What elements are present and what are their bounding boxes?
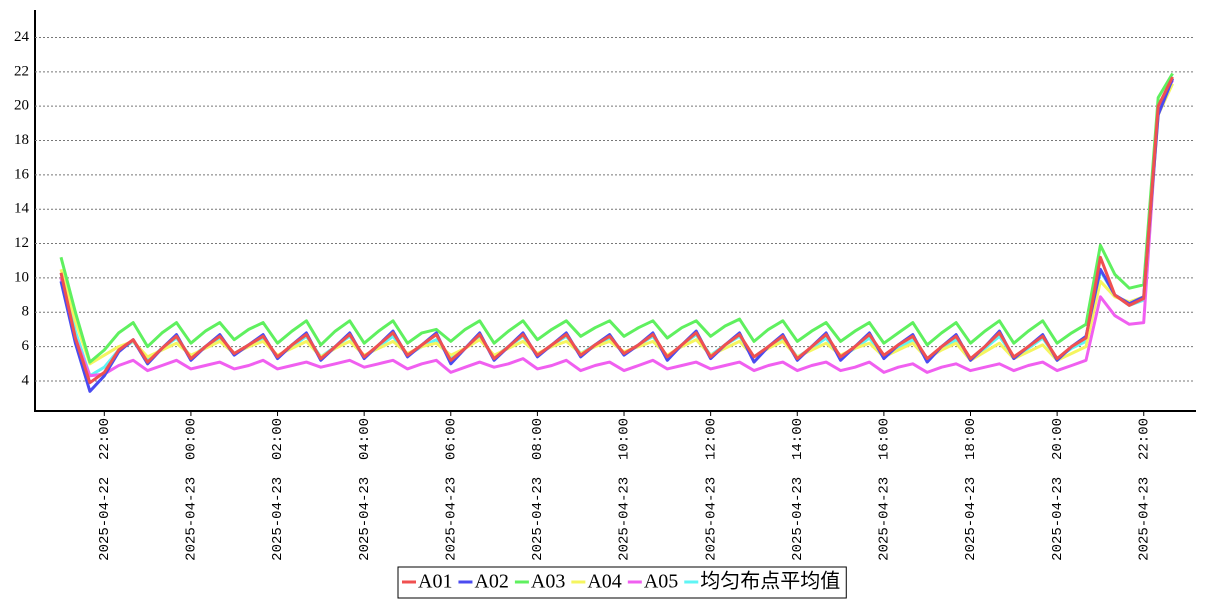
y-tick-label: 4 xyxy=(22,372,30,388)
x-tick-label: 2025-04-23 16:00 xyxy=(877,418,893,561)
x-tick-label: 2025-04-23 02:00 xyxy=(270,418,286,561)
x-tick-label: 2025-04-23 14:00 xyxy=(790,418,806,561)
x-tick-label: 2025-04-23 00:00 xyxy=(184,418,200,561)
x-tick-label: 2025-04-23 08:00 xyxy=(530,418,546,561)
y-tick-label: 18 xyxy=(14,132,29,148)
x-tick-label: 2025-04-23 12:00 xyxy=(703,418,719,561)
y-tick-label: 22 xyxy=(14,63,29,79)
x-tick-label: 2025-04-22 22:00 xyxy=(97,418,113,561)
series-line xyxy=(59,83,1174,366)
series-line xyxy=(59,79,1174,378)
y-tick-label: 12 xyxy=(14,235,29,251)
y-tick-label: 16 xyxy=(14,166,30,182)
legend-label: A03 xyxy=(531,571,565,593)
y-tick-label: 14 xyxy=(14,201,30,217)
x-tick-label: 2025-04-23 04:00 xyxy=(357,418,373,561)
legend-label: 均匀布点平均值 xyxy=(700,570,840,593)
y-tick-label: 6 xyxy=(22,338,30,354)
legend-box xyxy=(397,566,847,599)
y-tick-label: 20 xyxy=(14,98,29,114)
y-tick-label: 8 xyxy=(22,304,30,320)
y-tick-label: 24 xyxy=(14,29,30,45)
x-tick-label: 2025-04-23 22:00 xyxy=(1136,418,1152,561)
legend-label: A01 xyxy=(418,571,452,593)
y-tick-label: 10 xyxy=(14,269,29,285)
x-tick-label: 2025-04-23 06:00 xyxy=(443,418,459,561)
series-line xyxy=(59,72,1174,364)
x-tick-label: 2025-04-23 10:00 xyxy=(617,418,633,561)
x-tick-label: 2025-04-23 20:00 xyxy=(1050,418,1066,561)
legend-label: A05 xyxy=(644,571,678,593)
legend-label: A04 xyxy=(587,571,621,593)
series-line xyxy=(59,76,1174,385)
x-tick-label: 2025-04-23 18:00 xyxy=(963,418,979,561)
legend-label: A02 xyxy=(474,571,508,593)
legend: A01 A02 A03 A04 A05 均匀布点平均值 xyxy=(397,566,847,599)
